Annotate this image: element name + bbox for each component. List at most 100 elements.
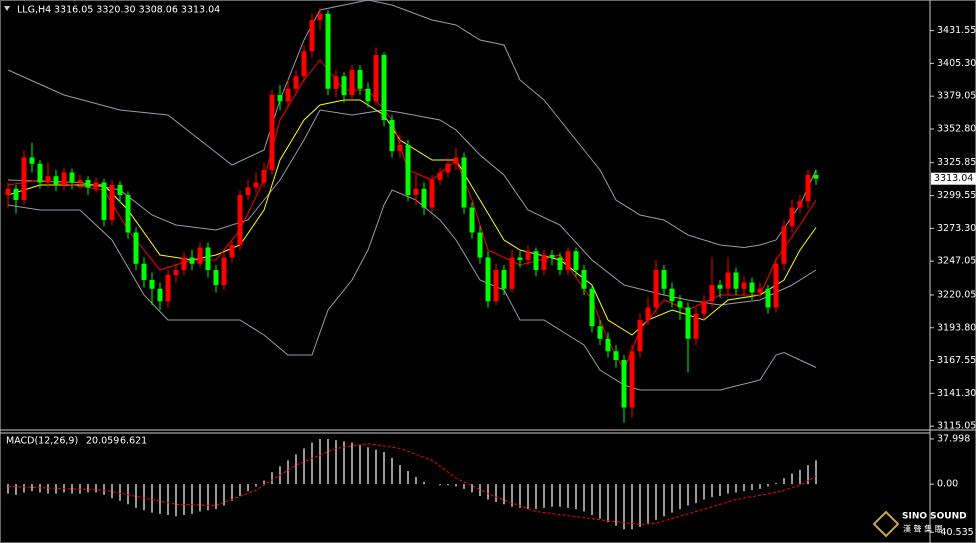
candle-body	[701, 301, 707, 314]
watermark-logo	[872, 510, 900, 538]
candle-body	[597, 326, 603, 339]
candle-body	[605, 338, 611, 352]
header-icon	[4, 6, 10, 11]
candle-body	[565, 251, 571, 270]
candle-body	[685, 307, 691, 339]
candle-body	[365, 88, 371, 102]
candle-body	[741, 282, 747, 289]
candle-body	[725, 272, 731, 289]
y-tick-label: 3141.30	[937, 388, 976, 399]
candle-body	[93, 182, 99, 188]
candle-body	[253, 182, 259, 188]
candle-body	[517, 257, 523, 260]
candle-body	[229, 245, 235, 258]
candle-body	[341, 76, 347, 95]
candle-body	[221, 257, 227, 285]
candle-body	[557, 257, 563, 270]
y-tick-label: 0.00	[937, 479, 958, 490]
candle-body	[245, 187, 251, 195]
candle-body	[149, 280, 155, 289]
candle-body	[189, 257, 195, 264]
candle-body	[357, 70, 363, 89]
macd-signal-value: 6.621	[120, 436, 147, 447]
candle-body	[333, 76, 339, 89]
candle-body	[733, 272, 739, 289]
candle-body	[653, 270, 659, 308]
candle-body	[589, 288, 595, 327]
candle-body	[757, 288, 763, 293]
candle-body	[621, 360, 627, 408]
y-tick-label: 3193.80	[937, 322, 976, 333]
candle-body	[13, 188, 19, 200]
y-tick-label: 3325.85	[937, 157, 976, 168]
candle-body	[237, 195, 243, 245]
watermark-subtitle: 漢 聲 集 團	[903, 524, 943, 534]
candle-body	[5, 188, 11, 195]
candle-body	[661, 270, 667, 289]
candle-body	[373, 55, 379, 102]
y-tick-label: 3220.05	[937, 289, 976, 300]
candle-body	[173, 270, 179, 275]
candle-body	[261, 170, 267, 183]
candle-body	[629, 351, 635, 408]
candle-body	[389, 120, 395, 152]
candle-body	[749, 282, 755, 293]
candle-body	[133, 232, 139, 264]
candle-body	[405, 145, 411, 195]
y-tick-label: 3431.55	[937, 25, 976, 36]
candle-body	[669, 288, 675, 302]
candle-body	[429, 180, 435, 208]
candle-body	[709, 285, 715, 302]
candle-body	[269, 95, 275, 170]
candle-body	[69, 172, 75, 183]
candle-body	[541, 255, 547, 270]
candle-body	[141, 263, 147, 280]
candle-body	[693, 313, 699, 339]
candle-body	[157, 288, 163, 302]
candle-body	[477, 232, 483, 258]
candle-body	[717, 285, 723, 289]
candle-body	[797, 201, 803, 208]
candle-body	[381, 55, 387, 120]
y-tick-label: 3405.30	[937, 58, 976, 69]
macd-value: 20.059	[86, 436, 119, 447]
candle-body	[349, 70, 355, 95]
y-tick-label: 3352.80	[937, 124, 976, 135]
candle-body	[85, 180, 91, 188]
candle-body	[533, 251, 539, 270]
candle-body	[125, 195, 131, 233]
candle-body	[21, 157, 27, 200]
candle-body	[509, 257, 515, 289]
candle-body	[213, 270, 219, 285]
candle-body	[549, 255, 555, 258]
candle-body	[61, 172, 67, 185]
candle-body	[645, 307, 651, 320]
watermark-brand: SINO SOUND	[902, 512, 967, 522]
candle-body	[677, 301, 683, 308]
candle-body	[765, 288, 771, 308]
y-tick-label: 3379.05	[937, 91, 976, 102]
candle-body	[453, 157, 459, 164]
y-tick-label: 3247.05	[937, 256, 976, 267]
candle-body	[277, 95, 283, 102]
candle-body	[29, 157, 35, 164]
candle-body	[285, 88, 291, 102]
candle-body	[309, 20, 315, 52]
candle-body	[421, 188, 427, 208]
candle-body	[181, 257, 187, 270]
candle-body	[317, 13, 323, 20]
candle-body	[101, 182, 107, 220]
candle-body	[109, 185, 115, 220]
candle-body	[773, 263, 779, 308]
candle-body	[637, 320, 643, 352]
indicator-line	[7, 443, 817, 526]
candle-body	[77, 180, 83, 183]
candle-body	[197, 247, 203, 264]
indicator-line	[7, 189, 817, 391]
candle-body	[397, 145, 403, 152]
candle-body	[325, 13, 331, 89]
candle-body	[581, 270, 587, 289]
y-tick-label: 3167.55	[937, 355, 976, 366]
candle-body	[485, 257, 491, 302]
current-price: 3313.04	[934, 173, 973, 184]
